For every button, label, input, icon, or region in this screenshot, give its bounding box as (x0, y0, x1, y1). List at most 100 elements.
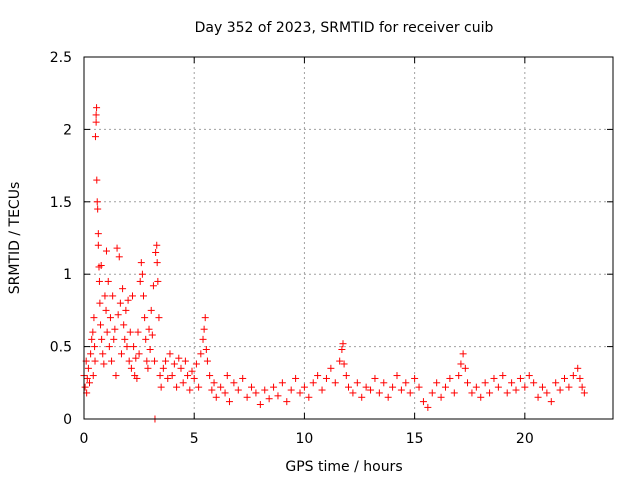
x-tick-label: 5 (190, 431, 199, 447)
data-point (151, 357, 159, 365)
data-point (433, 379, 441, 387)
x-tick-label: 20 (516, 431, 534, 447)
data-point (89, 372, 97, 380)
data-point (305, 393, 313, 401)
data-point (173, 383, 181, 391)
data-point (441, 383, 449, 391)
data-point (314, 372, 322, 380)
data-point (153, 241, 161, 249)
data-point (561, 374, 569, 382)
data-point (179, 379, 187, 387)
data-point (94, 241, 102, 249)
data-point (225, 398, 233, 406)
data-points (80, 104, 588, 423)
data-point (103, 328, 111, 336)
data-point (358, 393, 366, 401)
data-point (186, 386, 194, 394)
data-point (121, 335, 129, 343)
data-point (128, 292, 136, 300)
data-point (164, 374, 172, 382)
data-point (133, 374, 141, 382)
data-point (457, 360, 465, 368)
data-point (201, 314, 209, 322)
data-point (127, 364, 135, 372)
data-point (99, 350, 107, 358)
data-point (175, 354, 183, 362)
data-point (309, 379, 317, 387)
data-point (146, 345, 154, 353)
data-point (397, 386, 405, 394)
data-point (166, 350, 174, 358)
data-point (113, 244, 121, 252)
data-point (380, 379, 388, 387)
data-point (461, 364, 469, 372)
data-point (91, 343, 99, 351)
data-point (327, 364, 335, 372)
data-point (123, 343, 131, 351)
data-point (152, 248, 160, 256)
data-point (93, 198, 101, 206)
data-point (415, 383, 423, 391)
data-point (283, 398, 291, 406)
data-point (119, 285, 127, 293)
data-point (217, 383, 225, 391)
axis-ticks: 0 5 10 15 20 0 0.5 1 1.5 2 2.5 (50, 50, 613, 447)
y-tick-label: 1 (63, 267, 72, 283)
data-point (83, 374, 91, 382)
data-point (393, 372, 401, 380)
y-tick-label: 2.5 (50, 50, 72, 66)
data-point (91, 357, 99, 365)
data-point (138, 270, 146, 278)
y-tick-label: 0.5 (50, 340, 72, 356)
data-point (367, 386, 375, 394)
data-point (455, 372, 463, 380)
data-point (472, 383, 480, 391)
data-point (437, 393, 445, 401)
data-point (530, 379, 538, 387)
data-point (97, 321, 105, 329)
data-point (490, 374, 498, 382)
data-point (206, 372, 214, 380)
data-point (565, 383, 573, 391)
data-point (114, 311, 122, 319)
data-point (144, 364, 152, 372)
data-point (125, 357, 133, 365)
data-point (494, 383, 502, 391)
data-point (200, 325, 208, 333)
data-point (157, 383, 165, 391)
data-point (389, 383, 397, 391)
data-point (97, 262, 105, 270)
data-point (202, 345, 210, 353)
data-point (92, 118, 100, 126)
data-point (516, 374, 524, 382)
data-point (136, 277, 144, 285)
data-point (406, 389, 414, 397)
data-point (339, 340, 347, 348)
data-point (547, 398, 555, 406)
data-point (318, 386, 326, 394)
data-point (142, 335, 150, 343)
data-point (534, 393, 542, 401)
data-point (424, 403, 432, 411)
data-point (93, 104, 101, 112)
data-point (102, 247, 110, 255)
data-point (340, 360, 348, 368)
data-point (132, 354, 140, 362)
data-point (117, 350, 125, 358)
data-point (92, 111, 100, 119)
data-point (108, 357, 116, 365)
data-point (512, 386, 520, 394)
data-point (342, 372, 350, 380)
data-point (153, 259, 161, 267)
data-point (208, 386, 216, 394)
data-point (481, 379, 489, 387)
data-point (141, 314, 149, 322)
data-point (177, 364, 185, 372)
data-point (87, 350, 95, 358)
data-point (345, 383, 352, 391)
data-point (486, 389, 494, 397)
data-point (508, 379, 516, 387)
data-point (81, 383, 89, 391)
data-point (124, 296, 132, 304)
